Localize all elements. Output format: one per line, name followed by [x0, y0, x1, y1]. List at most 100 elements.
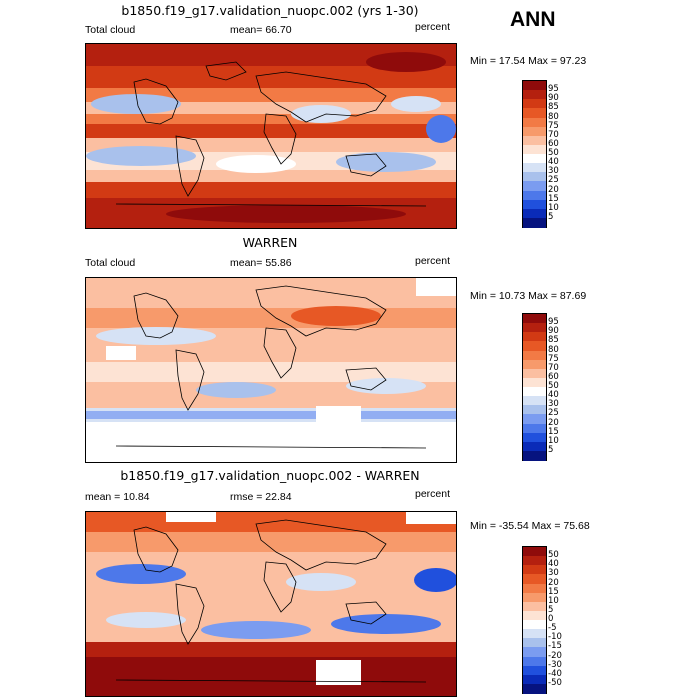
- colorbar-tick-label: 90: [548, 93, 559, 104]
- colorbar-tick-label: 30: [548, 166, 559, 177]
- colorbar-cell: [523, 396, 546, 406]
- colorbar-tick-label: 95: [548, 317, 559, 328]
- colorbar-cell: [523, 665, 546, 676]
- units-label: percent: [415, 488, 451, 500]
- field-name-label: Total cloud: [85, 24, 136, 36]
- colorbar-cell: [523, 592, 546, 603]
- colorbar-cell: [523, 81, 546, 91]
- colorbar-cell: [523, 332, 546, 342]
- map-model-total-cloud: [85, 43, 457, 229]
- min-max-label: Min = 10.73 Max = 87.69: [470, 290, 587, 302]
- colorbar-cell: [523, 556, 546, 566]
- colorbar-cell: [523, 647, 546, 657]
- colorbar-cell: [523, 674, 546, 685]
- min-max-label: Min = 17.54 Max = 97.23: [470, 55, 587, 67]
- colorbar-cell: [523, 199, 546, 210]
- colorbar-tick-label: 40: [548, 157, 559, 168]
- field-name-label: Total cloud: [85, 257, 136, 269]
- colorbar-cell: [523, 135, 546, 146]
- colorbar-tick-label: 25: [548, 175, 559, 186]
- colorbar-cell: [523, 314, 546, 324]
- colorbar-tick-label: 30: [548, 399, 559, 410]
- mean-label: mean= 66.70: [230, 24, 292, 36]
- colorbar-cell: [523, 432, 546, 443]
- colorbar-tick-label: 15: [548, 586, 559, 597]
- colorbar-cell: [523, 547, 546, 557]
- units-label: percent: [415, 21, 451, 33]
- colorbar-tick-label: 10: [548, 202, 559, 213]
- colorbar-cell: [523, 441, 546, 452]
- colorbar: 50 40 30 20 15 10 5 0 -5 -10 -15 -20 -30 -40 -50: [522, 546, 562, 694]
- colorbar-tick-label: 90: [548, 326, 559, 337]
- colorbar-cell: [523, 368, 546, 379]
- colorbar-tick-label: 20: [548, 184, 559, 195]
- colorbar-cell: [523, 610, 546, 621]
- colorbar-tick-label: 15: [548, 193, 559, 204]
- colorbar-tick-label: 75: [548, 120, 559, 131]
- colorbar-cell: [523, 154, 546, 164]
- colorbar-cell: [523, 638, 546, 648]
- map-difference-total-cloud: [85, 511, 457, 697]
- colorbar-tick-label: 50: [548, 381, 559, 391]
- colorbar-tick-label: -30: [548, 659, 562, 670]
- colorbar-cell: [523, 181, 546, 191]
- colorbar-tick-label: 25: [548, 408, 559, 419]
- colorbar-tick-label: 20: [548, 577, 559, 588]
- colorbar-tick-label: 30: [548, 568, 559, 579]
- colorbar-cell: [523, 99, 546, 109]
- colorbar-cell: [523, 190, 546, 201]
- colorbar-cell: [523, 387, 546, 397]
- colorbar-cell: [523, 683, 546, 694]
- colorbar-tick-label: 70: [548, 129, 559, 140]
- colorbar-tick-label: 80: [548, 111, 559, 122]
- colorbar-tick-label: 80: [548, 344, 559, 355]
- colorbar-tick-label: 0: [548, 614, 554, 624]
- colorbar-tick-label: 60: [548, 138, 559, 149]
- colorbar-tick-label: 85: [548, 335, 559, 346]
- colorbar-cell: [523, 117, 546, 128]
- colorbar-cell: [523, 90, 546, 100]
- mean-label: mean= 55.86: [230, 257, 292, 269]
- colorbar-cell: [523, 217, 546, 228]
- colorbar-tick-label: 75: [548, 353, 559, 364]
- colorbar: 95 90 85 80 75 70 60 50 40 30 25 20 15 10 5: [522, 80, 559, 228]
- colorbar-cell: [523, 414, 546, 424]
- colorbar-cell: [523, 574, 546, 584]
- colorbar-tick-label: 10: [548, 435, 559, 446]
- colorbar-tick-label: 40: [548, 390, 559, 401]
- colorbar-cell: [523, 126, 546, 137]
- colorbar-cell: [523, 172, 546, 182]
- colorbar-cell: [523, 601, 546, 612]
- colorbar-tick-label: 20: [548, 417, 559, 428]
- colorbar-tick-label: -40: [548, 668, 562, 679]
- colorbar: 95 90 85 80 75 70 60 50 40 30 25 20 15 10 5: [522, 313, 559, 461]
- colorbar-cell: [523, 423, 546, 434]
- units-label: percent: [415, 255, 451, 267]
- colorbar-tick-label: 40: [548, 559, 559, 570]
- colorbar-tick-label: 15: [548, 426, 559, 437]
- colorbar-tick-label: 50: [548, 148, 559, 158]
- colorbar-cell: [523, 144, 546, 155]
- colorbar-cell: [523, 341, 546, 351]
- colorbar-cell: [523, 350, 546, 361]
- colorbar-cell: [523, 323, 546, 333]
- colorbar-tick-label: 60: [548, 371, 559, 382]
- colorbar-tick-label: 70: [548, 362, 559, 373]
- panel-title: b1850.f19_g17.validation_nuopc.002 (yrs …: [121, 3, 419, 18]
- colorbar-tick-label: -15: [548, 641, 562, 652]
- map-obs-total-cloud: [85, 277, 457, 463]
- colorbar-cell: [523, 359, 546, 370]
- colorbar-cell: [523, 583, 546, 594]
- colorbar-cell: [523, 620, 546, 630]
- colorbar-tick-label: -10: [548, 632, 562, 643]
- colorbar-tick-label: -50: [548, 677, 562, 688]
- colorbar-tick-label: 5: [548, 444, 554, 455]
- min-max-label: Min = -35.54 Max = 75.68: [470, 520, 590, 532]
- colorbar-tick-label: 95: [548, 84, 559, 95]
- colorbar-cell: [523, 208, 546, 219]
- mean-label: mean = 10.84: [85, 491, 150, 503]
- colorbar-tick-label: -20: [548, 650, 562, 661]
- colorbar-cell: [523, 629, 546, 639]
- colorbar-cell: [523, 405, 546, 415]
- panel-title: b1850.f19_g17.validation_nuopc.002 - WAR…: [120, 468, 420, 483]
